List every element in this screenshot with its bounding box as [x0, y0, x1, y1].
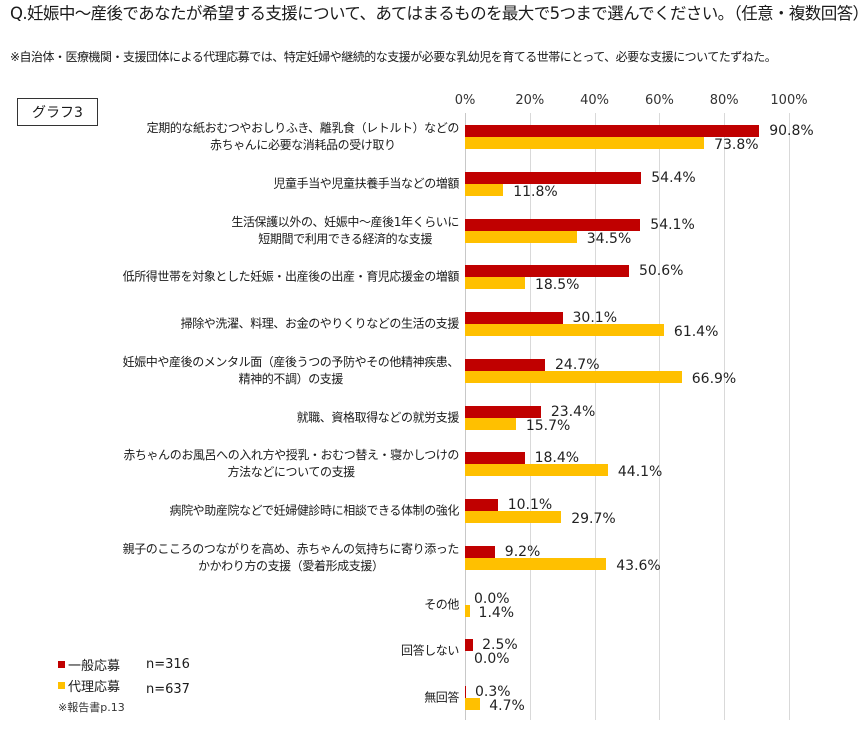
bar-proxy	[465, 511, 562, 523]
value-label-general: 90.8%	[769, 123, 814, 139]
value-label-general: 54.4%	[651, 169, 696, 186]
graph-label: グラフ3	[17, 98, 98, 126]
bar-general	[465, 499, 498, 511]
value-label-general: 0.0%	[474, 590, 510, 607]
axis-tick-label: 60%	[644, 93, 674, 108]
bar-proxy	[465, 183, 504, 196]
category-label: 児童手当や児童扶養手当などの増額	[273, 176, 459, 191]
legend-swatch-red-icon	[58, 661, 65, 668]
bar-general	[465, 171, 642, 184]
category-label: 低所得世帯を対象とした妊娠・出産後の出産・育児応援金の増額	[122, 269, 460, 284]
axis-tick-label: 40%	[580, 93, 610, 108]
value-label-proxy: 1.4%	[478, 604, 515, 621]
axis-tick-label: 100%	[770, 93, 808, 108]
value-label-general: 18.4%	[534, 450, 580, 467]
legend-swatch-yellow-icon	[58, 682, 65, 689]
bar-proxy	[465, 230, 577, 243]
value-label-proxy: 0.0%	[474, 651, 510, 668]
legend-n: n=316	[146, 657, 190, 672]
value-label-general: 10.1%	[507, 497, 553, 513]
bar-proxy	[465, 604, 470, 617]
bar-proxy	[465, 370, 682, 383]
value-label-proxy: 15.7%	[525, 417, 571, 434]
source-note: ※報告書p.13	[58, 701, 125, 714]
category-label: 就職、資格取得などの就労支援	[296, 410, 460, 424]
gridline	[659, 113, 661, 720]
question-title: Q.妊娠中～産後であなたが希望する支援について、あてはまるものを最大で5つまで選…	[10, 4, 868, 23]
value-label-proxy: 66.9%	[691, 370, 737, 387]
bar-general	[465, 452, 525, 465]
value-label-general: 54.1%	[650, 216, 695, 233]
category-label: 定期的な紙おむつやおしりふき、離乳食（レトルト）などの 赤ちゃんに必要な消耗品の受…	[146, 121, 460, 152]
value-label-proxy: 34.5%	[586, 230, 632, 247]
legend-item-general: 一般応募 n=316	[58, 655, 190, 674]
gridline	[594, 113, 596, 720]
axis-tick-label: 0%	[454, 93, 476, 108]
value-label-proxy: 73.8%	[714, 137, 759, 153]
value-label-proxy: 18.5%	[534, 277, 580, 294]
value-label-general: 24.7%	[555, 356, 600, 373]
value-label-proxy: 44.1%	[617, 464, 663, 481]
value-label-general: 9.2%	[504, 543, 541, 560]
category-label: 赤ちゃんのお風呂への入れ方や授乳・おむつ替え・寝かしつけの 方法などについての支援	[123, 448, 459, 480]
legend-n: n=637	[146, 682, 190, 697]
category-label: 親子のこころのつながりを高め、赤ちゃんの気持ちに寄り添った かかわり方の支援（愛着…	[122, 541, 460, 573]
category-label: 回答しない	[400, 643, 459, 658]
category-label: 無回答	[424, 690, 459, 705]
bar-general	[465, 686, 466, 698]
value-label-proxy: 4.7%	[489, 698, 525, 714]
category-label: その他	[424, 597, 459, 611]
value-label-proxy: 29.7%	[571, 511, 616, 527]
value-label-general: 2.5%	[482, 637, 518, 654]
question-note: ※自治体・医療機関・支援団体による代理応募では、特定妊婦や継続的な支援が必要な乳…	[10, 50, 777, 64]
bar-general	[465, 639, 474, 652]
bar-proxy	[465, 698, 481, 710]
value-label-general: 30.1%	[572, 310, 617, 326]
bar-proxy	[465, 557, 607, 570]
axis-tick-label: 80%	[709, 93, 739, 108]
bar-general	[465, 125, 760, 137]
value-label-general: 23.4%	[550, 403, 596, 420]
gridline	[789, 113, 790, 720]
category-label: 掃除や洗濯、料理、お金のやりくりなどの生活の支援	[180, 316, 460, 331]
category-label: 妊娠中や産後のメンタル面（産後うつの予防やその他精神疾患、 精神的不調）の支援	[122, 354, 460, 386]
bar-general	[465, 265, 629, 278]
bar-proxy	[465, 324, 664, 336]
value-label-general: 0.3%	[474, 684, 511, 700]
bar-proxy	[465, 464, 608, 477]
bar-general	[465, 218, 641, 231]
value-label-proxy: 11.8%	[513, 183, 558, 200]
value-label-proxy: 43.6%	[616, 557, 661, 574]
value-label-proxy: 61.4%	[673, 324, 719, 340]
bar-general	[465, 312, 563, 324]
value-label-general: 50.6%	[638, 263, 684, 280]
bar-proxy	[465, 137, 705, 149]
category-label: 病院や助産院などで妊婦健診時に相談できる体制の強化	[169, 503, 459, 518]
gridline	[724, 113, 726, 720]
bar-proxy	[465, 277, 525, 290]
bar-general	[465, 405, 541, 418]
axis-tick-label: 20%	[515, 93, 545, 108]
bar-general	[465, 358, 546, 371]
bar-proxy	[465, 417, 516, 430]
legend-label: 代理応募	[68, 680, 121, 695]
legend-label: 一般応募	[68, 659, 121, 674]
bar-general	[465, 545, 495, 558]
category-label: 生活保護以外の、妊娠中～産後1年くらいに 短期間で利用できる経済的な支援	[231, 214, 459, 246]
legend-item-proxy: 代理応募 n=637	[58, 676, 190, 697]
